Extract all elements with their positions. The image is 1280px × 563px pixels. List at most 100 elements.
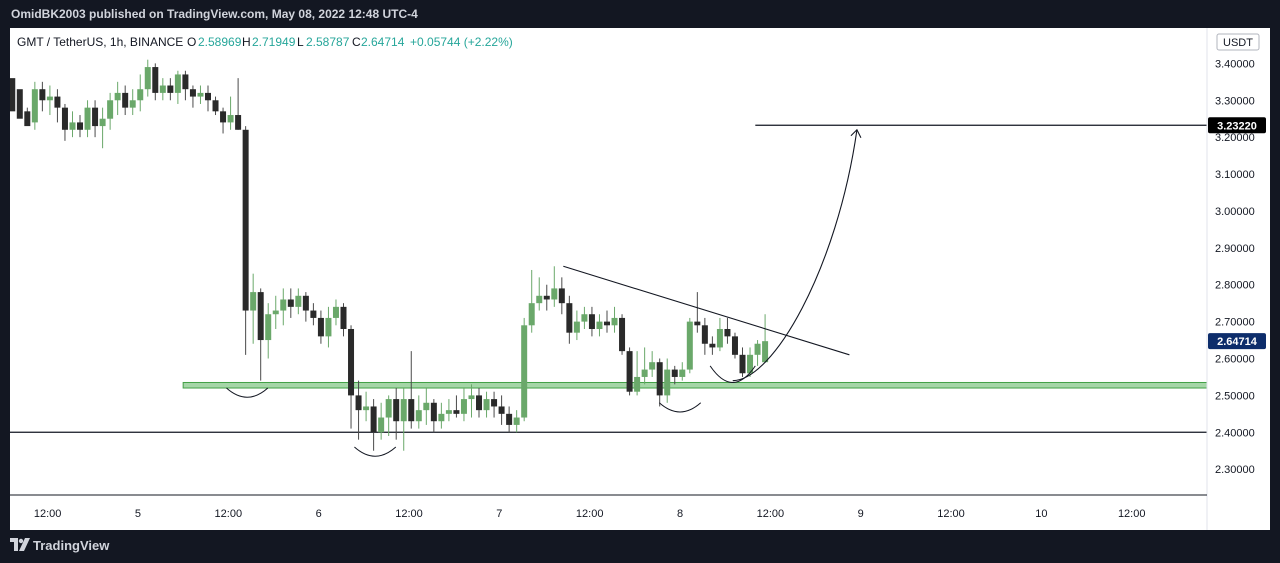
candle — [491, 399, 498, 407]
rounded-bottom-arc — [658, 402, 702, 413]
candle — [54, 96, 61, 108]
candle — [152, 67, 159, 93]
candle — [566, 303, 573, 333]
axes: 3.40000 3.30000 3.20000 3.10000 3.00000 2.900… — [10, 28, 1266, 530]
x-tick-label: 5 — [135, 508, 141, 520]
candle — [325, 317, 332, 337]
candle — [762, 341, 769, 363]
candle — [204, 92, 211, 101]
x-tick-label: 12:00 — [937, 508, 965, 520]
candle — [626, 351, 633, 392]
x-tick-label: 12:00 — [576, 508, 604, 520]
candles — [9, 59, 769, 451]
candle — [114, 92, 121, 101]
y-tick-label: 2.40000 — [1215, 427, 1255, 439]
candle — [39, 89, 46, 101]
candle — [656, 362, 663, 396]
x-tick-label: 12:00 — [395, 508, 423, 520]
candle — [61, 107, 68, 130]
candle — [438, 413, 445, 422]
candle — [16, 89, 23, 119]
candle — [340, 306, 347, 329]
candle — [159, 85, 166, 93]
candle — [363, 406, 370, 411]
candle — [227, 115, 234, 123]
candle — [46, 96, 53, 101]
candle — [611, 317, 618, 326]
candle — [272, 310, 279, 315]
candle — [77, 122, 84, 130]
candle — [69, 122, 76, 130]
low-label: L — [297, 35, 304, 49]
candle — [332, 306, 339, 318]
candle — [370, 406, 377, 433]
candle — [99, 118, 106, 127]
y-tick-label: 3.00000 — [1215, 206, 1255, 218]
x-tick-label: 12:00 — [34, 508, 62, 520]
candle — [551, 288, 558, 300]
candle — [731, 336, 738, 355]
candle — [430, 402, 437, 422]
close-value: 2.64714 — [361, 35, 405, 49]
candle — [385, 399, 392, 418]
candle — [302, 295, 309, 311]
candle — [649, 362, 656, 370]
last-price-marker — [1208, 333, 1266, 350]
candle — [393, 399, 400, 422]
candle — [235, 115, 242, 130]
candle — [84, 107, 91, 130]
candle — [686, 321, 693, 370]
price-marker-label: 2.64714 — [1217, 336, 1258, 348]
candle — [423, 402, 430, 411]
low-value: 2.58787 — [306, 35, 350, 49]
candle — [9, 78, 16, 112]
candle — [694, 321, 701, 326]
y-tick-label: 2.70000 — [1215, 317, 1255, 329]
candle — [536, 295, 543, 304]
candle — [250, 292, 257, 311]
candle — [280, 299, 287, 311]
candle — [295, 295, 302, 307]
y-tick-label: 2.60000 — [1215, 354, 1255, 366]
open-label: O — [187, 35, 196, 49]
x-tick-label: 12:00 — [1118, 508, 1146, 520]
candle — [588, 314, 595, 329]
tradingview-logo-icon[interactable] — [10, 538, 30, 552]
candle — [483, 399, 490, 411]
y-tick-label: 2.30000 — [1215, 464, 1255, 476]
candle — [558, 288, 565, 304]
candle — [528, 303, 535, 326]
currency-badge[interactable] — [1216, 33, 1260, 51]
y-tick-label: 3.40000 — [1215, 58, 1255, 70]
candle — [460, 399, 467, 414]
chart-frame: 3.40000 3.30000 3.20000 3.10000 3.00000 2.900… — [9, 28, 1270, 530]
rounded-bottom-arc — [354, 446, 397, 457]
candle — [415, 410, 422, 422]
candle — [468, 395, 475, 400]
candle — [445, 410, 452, 414]
high-label: H — [242, 35, 251, 49]
symbol-line: GMT / TetherUS, 1h, BINANCE — [17, 35, 183, 49]
x-tick-label: 7 — [496, 508, 502, 520]
candle — [634, 376, 641, 392]
candle — [573, 321, 580, 333]
brand-name[interactable]: TradingView — [33, 538, 110, 553]
price-chart[interactable]: 3.40000 3.30000 3.20000 3.10000 3.00000 2.900… — [9, 28, 1270, 530]
candle — [265, 314, 272, 341]
rounded-bottom-arc — [226, 387, 269, 398]
open-value: 2.58969 — [198, 35, 242, 49]
candle — [220, 111, 227, 123]
drawings — [226, 128, 862, 457]
candle — [641, 369, 648, 377]
y-tick-label: 3.20000 — [1215, 132, 1255, 144]
candle — [144, 67, 151, 90]
candle — [348, 328, 355, 396]
candle — [716, 328, 723, 348]
y-tick-label: 3.10000 — [1215, 169, 1255, 181]
candle — [242, 129, 249, 311]
candle — [581, 314, 588, 322]
candle — [92, 107, 99, 127]
x-tick-label: 9 — [858, 508, 864, 520]
close-label: C — [352, 35, 361, 49]
rounded-bottom-arc — [709, 365, 756, 383]
